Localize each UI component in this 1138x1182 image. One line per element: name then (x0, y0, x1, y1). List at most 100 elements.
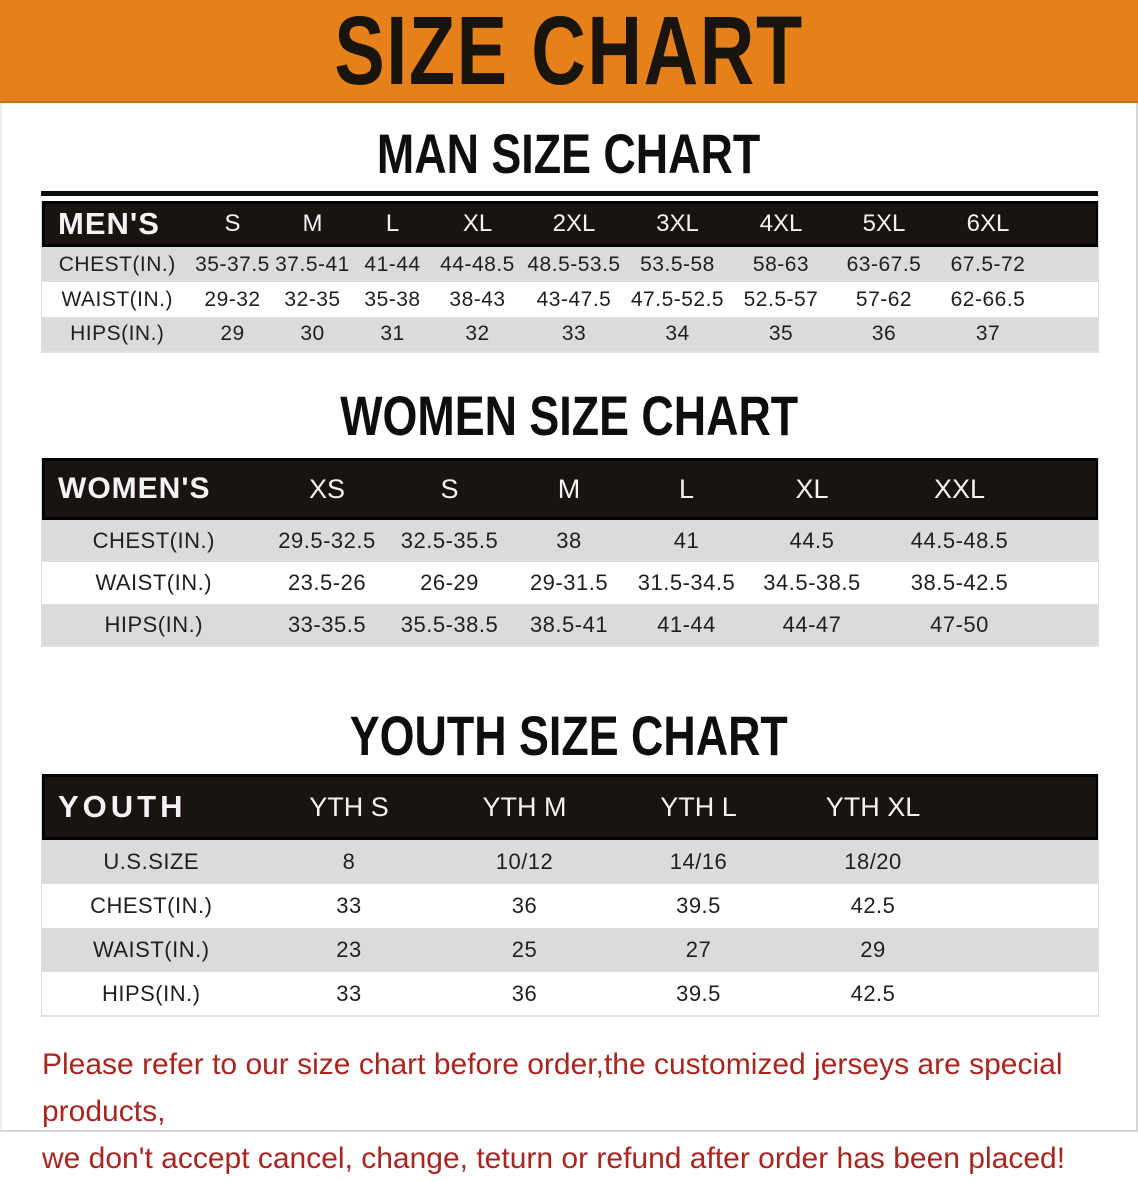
measure-value: 32-35 (284, 287, 341, 311)
spacer-cell (1041, 247, 1099, 282)
size-column-header: 6XL (966, 210, 1010, 237)
measure-value: 36 (511, 893, 538, 918)
measure-label: CHEST(IN.) (92, 528, 215, 553)
measure-value: 44.5 (789, 528, 835, 553)
measure-value: 38-43 (449, 287, 506, 311)
spacer-cell (1041, 201, 1099, 247)
banner-title: SIZE CHART (334, 0, 804, 103)
size-column-header: M (302, 210, 323, 237)
spacer-cell (1041, 604, 1099, 646)
size-chart-banner: SIZE CHART (0, 0, 1138, 103)
measure-row: HIPS(IN.) 29 30 31 32 33 34 35 36 37 (41, 317, 1099, 352)
measure-label: HIPS(IN.) (70, 322, 165, 345)
measure-value: 29-31.5 (529, 570, 609, 595)
measure-row: HIPS(IN.) 33-35.5 35.5-38.5 38.5-41 41-44 44-… (41, 604, 1099, 646)
measure-value: 29 (220, 322, 245, 345)
measure-row: CHEST(IN.) 33 36 39.5 42.5 (41, 884, 1099, 928)
size-column-header: XL (462, 210, 493, 237)
measure-value: 33 (336, 980, 362, 1006)
measure-value: 35-37.5 (195, 252, 270, 276)
measure-value: 39.5 (676, 980, 721, 1006)
measure-value: 41-44 (364, 252, 421, 276)
measure-value: 39.5 (676, 893, 721, 918)
header-row: YOUTH YTH S YTH M YTH L YTH XL (41, 774, 1099, 840)
measure-value: 58-63 (752, 252, 810, 276)
size-column-header: YTH L (660, 791, 737, 822)
measure-value: 44-48.5 (440, 252, 515, 276)
measure-value: 36 (511, 980, 538, 1006)
youth-section-heading-text: YOUTH SIZE CHART (349, 704, 789, 767)
spacer-cell (961, 972, 1099, 1016)
youth-size-table: YOUTH YTH S YTH M YTH L YTH XL U.S.SIZE 8 10/12… (41, 774, 1099, 1017)
measure-value: 31.5-34.5 (637, 570, 736, 595)
measure-label: HIPS(IN.) (101, 980, 201, 1006)
spacer-cell (1041, 317, 1099, 352)
men-section-heading: MAN SIZE CHART (0, 125, 1138, 183)
measure-value: 26-29 (420, 570, 479, 595)
measure-value: 33 (336, 893, 362, 918)
size-column-header: YTH M (482, 791, 567, 822)
size-column-header: YTH XL (825, 791, 921, 822)
measure-value: 31 (380, 322, 405, 345)
women-size-table: WOMEN'S XS S M L XL XXL CHEST(IN.) 29.5-32.5 32.5… (41, 458, 1099, 647)
measure-value: 38.5-42.5 (910, 570, 1009, 595)
men-table-top-rule (41, 191, 1098, 196)
size-column-header: 4XL (759, 210, 803, 237)
measure-row: CHEST(IN.) 35-37.5 37.5-41 41-44 44-48.5 48.5… (41, 247, 1099, 282)
measure-value: 44.5-48.5 (910, 528, 1009, 553)
measure-value: 42.5 (850, 893, 896, 918)
measure-value: 27 (685, 937, 712, 962)
measure-value: 48.5-53.5 (527, 252, 621, 276)
size-group-label: YOUTH (58, 789, 187, 824)
size-column-header: S (440, 473, 459, 504)
measure-value: 52.5-57 (743, 287, 819, 311)
measure-value: 41-44 (657, 611, 716, 637)
spacer-cell (961, 840, 1099, 884)
men-section-heading-text: MAN SIZE CHART (377, 122, 761, 185)
measure-value: 35.5-38.5 (400, 611, 499, 637)
measure-row: U.S.SIZE 8 10/12 14/16 18/20 (41, 840, 1099, 884)
measure-value: 41 (673, 528, 700, 553)
measure-value: 38.5-41 (529, 611, 609, 637)
disclaimer-line-2: we don't accept cancel, change, teturn o… (42, 1142, 1066, 1175)
spacer-cell (1041, 562, 1099, 604)
order-disclaimer: Please refer to our size chart before or… (0, 1041, 1138, 1182)
measure-value: 10/12 (495, 849, 554, 874)
spacer-cell (961, 774, 1099, 840)
youth-section-heading: YOUTH SIZE CHART (0, 707, 1138, 765)
measure-value: 62-66.5 (950, 287, 1026, 311)
size-group-label: MEN'S (58, 206, 160, 241)
measure-value: 35-38 (364, 287, 421, 311)
measure-value: 57-62 (855, 287, 913, 311)
size-column-header: 5XL (862, 210, 906, 237)
header-row: MEN'S S M L XL 2XL 3XL 4XL 5XL 6XL (41, 201, 1099, 247)
measure-label: U.S.SIZE (103, 849, 200, 874)
size-column-header: S (224, 210, 241, 237)
women-section-heading: WOMEN SIZE CHART (0, 387, 1138, 445)
disclaimer-line-1: Please refer to our size chart before or… (42, 1048, 1063, 1128)
spacer-cell (961, 928, 1099, 972)
measure-value: 36 (871, 322, 897, 345)
spacer-cell (1041, 458, 1099, 520)
measure-label: WAIST(IN.) (95, 570, 213, 595)
measure-label: CHEST(IN.) (58, 252, 176, 276)
measure-value: 33-35.5 (287, 611, 367, 637)
size-group-label: WOMEN'S (58, 472, 211, 505)
measure-value: 14/16 (669, 849, 728, 874)
measure-value: 18/20 (844, 849, 902, 874)
measure-value: 37 (975, 322, 1001, 345)
measure-value: 34 (665, 322, 690, 345)
measure-label: WAIST(IN.) (92, 937, 210, 962)
measure-row: WAIST(IN.) 29-32 32-35 35-38 38-43 43-47.5 47.… (41, 282, 1099, 317)
measure-value: 33 (561, 322, 587, 345)
measure-value: 29.5-32.5 (278, 528, 376, 553)
size-column-header: 2XL (552, 210, 596, 237)
measure-value: 42.5 (850, 980, 896, 1006)
measure-value: 53.5-58 (640, 252, 715, 276)
measure-value: 67.5-72 (950, 252, 1026, 276)
size-column-header: XS (308, 473, 346, 504)
measure-value: 30 (300, 322, 325, 345)
measure-row: WAIST(IN.) 23.5-26 26-29 29-31.5 31.5-34.5 34… (41, 562, 1099, 604)
measure-label: CHEST(IN.) (90, 893, 213, 918)
spacer-cell (961, 884, 1099, 928)
